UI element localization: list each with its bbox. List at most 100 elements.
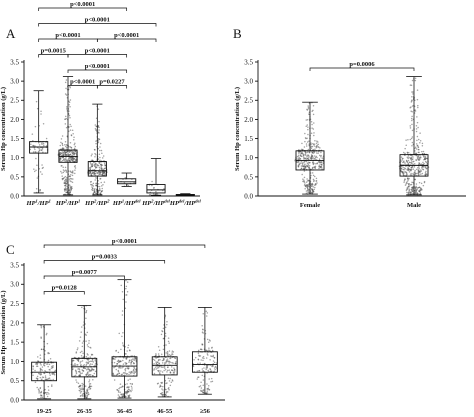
data-point [67,152,69,154]
bracket-line [67,54,128,58]
data-point [80,388,82,391]
iqr-box [146,184,166,194]
data-point [82,394,84,397]
data-point [89,374,92,376]
data-point [155,363,157,366]
data-point [130,363,132,365]
data-point [417,138,420,141]
data-point [171,352,173,354]
data-point [211,349,214,352]
data-point [320,156,322,158]
data-point [122,385,124,388]
data-point [71,174,74,177]
data-point [64,81,67,84]
data-point [175,361,177,363]
data-point [94,370,97,373]
data-point [70,178,73,180]
data-point [125,362,128,365]
data-point [166,321,168,323]
data-point [113,366,115,369]
panel-label: A [6,26,16,41]
data-point [64,152,66,155]
p-value-label: p<0.0001 [85,63,110,70]
data-point [71,129,74,132]
data-point [61,178,64,181]
data-point [409,107,411,109]
data-point [80,355,83,357]
data-point [45,137,48,140]
data-point [120,393,122,395]
data-point [316,162,319,164]
data-point [92,159,94,162]
data-point [47,391,49,394]
data-point [68,192,70,194]
data-point [166,369,169,372]
data-point [71,181,74,184]
data-point [34,369,36,372]
data-point [74,169,76,171]
data-point [43,372,46,375]
data-point [75,370,77,372]
data-point [68,189,71,192]
data-point [35,362,38,364]
data-point [80,364,82,366]
comparison-bracket: p=0.0077 [43,269,125,279]
data-point [133,367,136,370]
data-point [41,164,43,166]
data-point [104,170,107,173]
data-point [40,336,42,338]
data-point [203,367,205,369]
data-point [66,160,69,162]
x-tick-label: HP2/HP1 [55,199,80,208]
panel-a: A 0.0 0.5 1.0 1.5 2.0 2.5 3.0 3.5 Serum Hp concen… [0,1,202,207]
data-point [418,168,420,170]
data-point [50,367,53,369]
data-point [100,181,102,184]
data-point [123,181,126,184]
data-point [205,368,207,371]
data-point [46,378,49,380]
data-point [114,358,116,360]
data-point [83,364,85,366]
data-point [118,367,120,369]
data-point [422,155,425,158]
data-point [408,183,410,185]
data-point [411,192,413,195]
data-point [33,147,36,149]
data-point [41,143,43,145]
data-point [98,129,100,131]
data-point [411,155,413,157]
data-point [169,361,172,363]
data-point [202,370,204,373]
y-tick-label: 2.0 [10,319,19,327]
data-point [310,158,313,161]
data-point [63,170,66,172]
data-point [122,393,125,396]
data-point [82,340,85,342]
y-tick-label: 1.0 [244,154,253,162]
data-point [315,155,318,158]
data-point [41,148,44,150]
data-point [66,176,68,179]
data-point [35,100,38,103]
data-point [49,374,51,376]
data-point [96,171,98,174]
data-point [113,379,116,381]
data-point [408,184,410,186]
y-tick-label: 0.0 [10,396,19,404]
data-point [96,163,99,166]
data-point [411,190,414,193]
data-point [79,351,82,354]
data-point [95,153,97,156]
data-point [410,169,412,172]
data-point [403,181,405,183]
y-tick-label: 3.0 [244,78,253,86]
data-point [412,188,414,191]
bracket-line [309,67,415,71]
data-point [411,136,414,138]
data-point [164,335,167,337]
data-point [153,369,155,371]
data-point [207,341,210,343]
data-point [416,155,419,158]
data-point [308,164,311,167]
